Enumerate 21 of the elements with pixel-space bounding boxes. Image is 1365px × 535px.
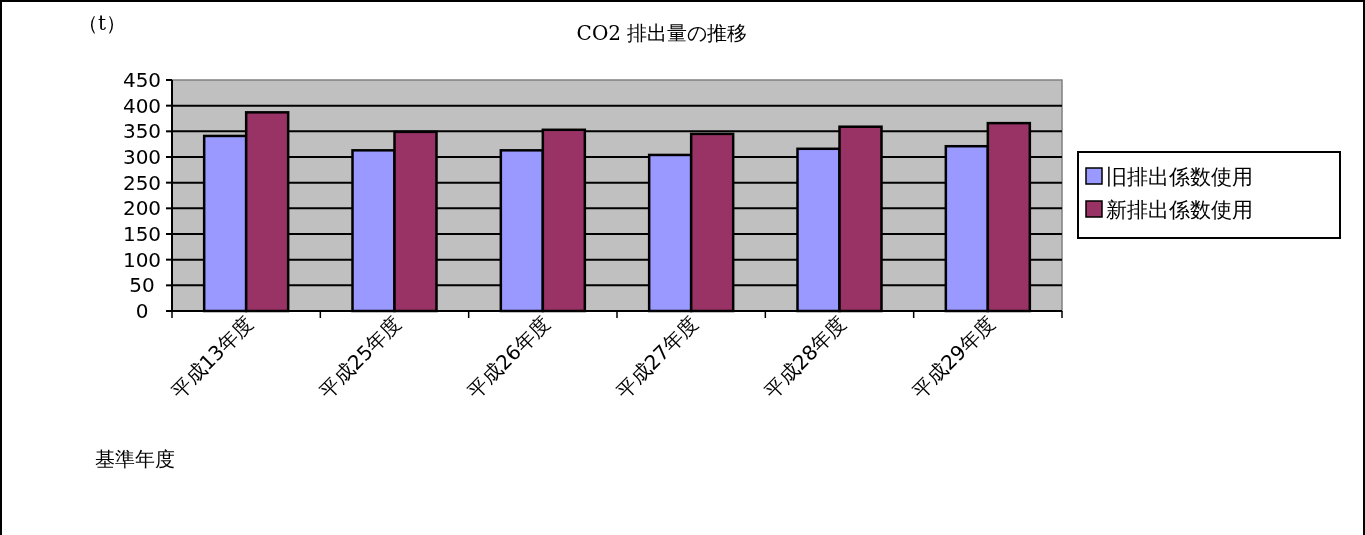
y-tick-label: 400 [122, 93, 162, 118]
y-tick-label: 250 [122, 170, 162, 195]
y-tick-label: 350 [122, 119, 162, 144]
x-tick-label: 平成29年度 [907, 311, 1000, 404]
y-tick-label: 50 [129, 273, 155, 298]
legend-label: 旧排出係数使用 [1106, 165, 1253, 189]
y-tick-label: 0 [135, 299, 149, 323]
y-tick-label: 100 [122, 247, 162, 272]
y-tick-label: 150 [122, 222, 162, 246]
y-axis-title: （t） [78, 11, 127, 35]
x-tick-label: 平成27年度 [611, 311, 703, 404]
x-tick-label: 平成25年度 [314, 311, 407, 404]
legend-label: 新排出係数使用 [1106, 198, 1253, 222]
x-tick-label: 平成28年度 [759, 311, 852, 404]
x-tick-label: 平成13年度 [166, 311, 258, 404]
y-tick-label: 450 [122, 68, 162, 92]
x-tick-label: 平成26年度 [462, 311, 555, 404]
y-tick-label: 200 [122, 196, 162, 221]
chart-title: CO2 排出量の推移 [576, 21, 748, 45]
x-axis-title: 基準年度 [95, 447, 175, 471]
y-tick-label: 300 [122, 145, 162, 169]
